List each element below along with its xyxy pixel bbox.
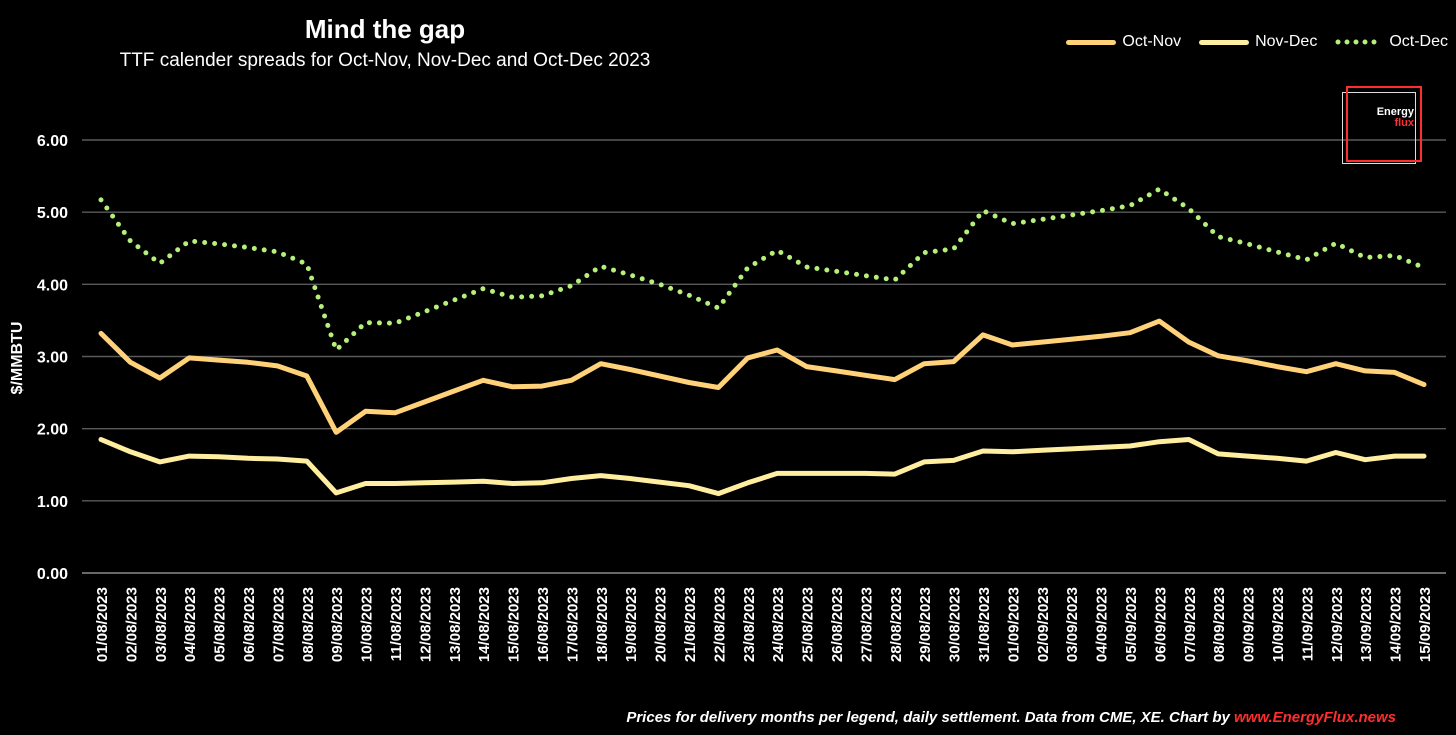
x-tick-label: 07/08/2023 [270, 587, 287, 662]
x-tick-label: 10/08/2023 [359, 587, 376, 662]
legend-swatch-oct-dec [1335, 39, 1384, 45]
logo-text-energy: Energy [1376, 106, 1414, 118]
x-tick-label: 05/09/2023 [1123, 587, 1140, 662]
footer-link[interactable]: www.EnergyFlux.news [1234, 709, 1396, 726]
series-line-oct-dec [98, 186, 1427, 353]
x-tick-label: 13/09/2023 [1358, 587, 1375, 662]
x-tick-label: 20/08/2023 [653, 587, 670, 662]
legend-swatch-nov-dec [1199, 39, 1250, 45]
x-tick-label: 02/09/2023 [1035, 587, 1052, 662]
legend: Oct-Nov Nov-Dec Oct-Dec [1066, 33, 1448, 51]
logo-text-flux: flux [1394, 117, 1414, 129]
series-line-oct-nov [98, 318, 1427, 435]
x-tick-label: 09/09/2023 [1241, 587, 1258, 662]
x-tick-label: 23/08/2023 [741, 587, 758, 662]
x-tick-label: 03/09/2023 [1064, 587, 1081, 662]
x-tick-label: 02/08/2023 [123, 587, 140, 662]
legend-label-nov-dec: Nov-Dec [1255, 33, 1318, 50]
x-tick-label: 13/08/2023 [447, 587, 464, 662]
x-tick-label: 08/09/2023 [1211, 587, 1228, 662]
x-tick-label: 24/08/2023 [770, 587, 787, 662]
legend-item-nov-dec: Nov-Dec [1199, 33, 1317, 51]
x-tick-label: 11/08/2023 [388, 587, 405, 661]
x-tick-label: 26/08/2023 [829, 587, 846, 662]
legend-label-oct-nov: Oct-Nov [1122, 33, 1182, 50]
x-tick-label: 27/08/2023 [858, 587, 875, 662]
x-tick-label: 04/08/2023 [182, 587, 199, 662]
x-tick-label: 06/09/2023 [1152, 587, 1169, 662]
x-tick-label: 29/08/2023 [917, 587, 934, 662]
chart-subtitle: TTF calender spreads for Oct-Nov, Nov-De… [119, 50, 651, 71]
x-tick-label: 14/09/2023 [1388, 587, 1405, 662]
energy-flux-logo: Energy flux [1342, 86, 1426, 164]
x-tick-label: 30/08/2023 [947, 587, 964, 662]
logo-frame-red [1346, 86, 1422, 162]
x-tick-label: 07/09/2023 [1182, 587, 1199, 662]
y-tick-label: 0.00 [37, 566, 68, 583]
y-tick-label: 6.00 [37, 133, 68, 150]
x-tick-label: 31/08/2023 [976, 587, 993, 662]
x-tick-label: 25/08/2023 [800, 587, 817, 662]
x-tick-label: 19/08/2023 [623, 587, 640, 662]
x-tick-label: 14/08/2023 [476, 587, 493, 662]
x-tick-label: 18/08/2023 [594, 587, 611, 662]
x-tick-label: 22/08/2023 [711, 587, 728, 662]
x-tick-label: 01/08/2023 [94, 587, 111, 662]
legend-label-oct-dec: Oct-Dec [1389, 33, 1448, 50]
x-tick-label: 06/08/2023 [241, 587, 258, 662]
y-tick-label: 4.00 [37, 277, 68, 294]
legend-item-oct-dec: Oct-Dec [1335, 33, 1448, 51]
x-tick-label: 15/08/2023 [506, 587, 523, 662]
x-tick-label: 11/09/2023 [1299, 587, 1316, 661]
y-axis-label: $/MMBTU [9, 321, 26, 395]
legend-swatch-oct-nov [1066, 39, 1117, 45]
x-tick-label: 05/08/2023 [212, 587, 229, 662]
y-tick-label: 5.00 [37, 205, 68, 222]
x-tick-label: 17/08/2023 [564, 587, 581, 662]
x-tick-label: 03/08/2023 [153, 587, 170, 662]
x-tick-label: 12/09/2023 [1329, 587, 1346, 662]
x-tick-label: 16/08/2023 [535, 587, 552, 662]
x-tick-label: 21/08/2023 [682, 587, 699, 662]
footer-text: Prices for delivery months per legend, d… [626, 709, 1230, 726]
legend-item-oct-nov: Oct-Nov [1066, 33, 1181, 51]
x-tick-label: 01/09/2023 [1005, 587, 1022, 662]
y-tick-label: 3.00 [37, 350, 68, 367]
series-line-nov-dec [98, 437, 1427, 497]
chart-title: Mind the gap [304, 14, 466, 44]
x-tick-label: 09/08/2023 [329, 587, 346, 662]
logo-frame-white [1342, 92, 1416, 164]
x-tick-label: 12/08/2023 [417, 587, 434, 662]
x-tick-label: 08/08/2023 [300, 587, 317, 662]
y-tick-label: 2.00 [37, 422, 68, 439]
x-tick-label: 28/08/2023 [888, 587, 905, 662]
x-tick-label: 15/09/2023 [1417, 587, 1434, 662]
x-tick-label: 04/09/2023 [1094, 587, 1111, 662]
y-tick-label: 1.00 [37, 494, 68, 511]
x-tick-label: 10/09/2023 [1270, 587, 1287, 662]
footer-annotation: Prices for delivery months per legend, d… [626, 709, 1396, 726]
